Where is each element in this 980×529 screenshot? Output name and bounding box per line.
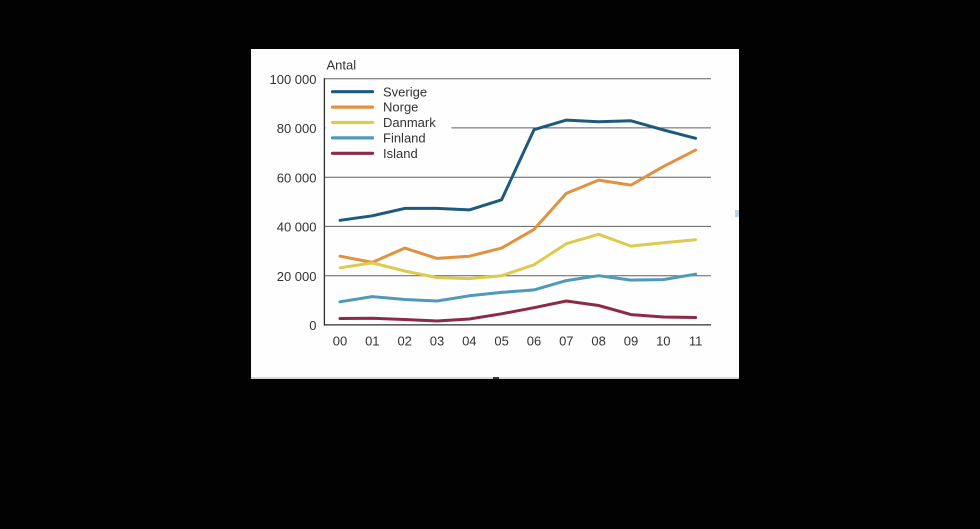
svg-text:02: 02 <box>397 334 411 349</box>
svg-text:100 000: 100 000 <box>270 72 317 87</box>
svg-text:Sverige: Sverige <box>383 84 427 99</box>
svg-text:06: 06 <box>527 334 541 349</box>
svg-text:0: 0 <box>309 318 316 333</box>
svg-text:09: 09 <box>624 334 638 349</box>
svg-text:80 000: 80 000 <box>277 121 317 136</box>
svg-text:10: 10 <box>656 334 670 349</box>
svg-text:03: 03 <box>430 334 444 349</box>
svg-text:Antal: Antal <box>327 58 357 73</box>
svg-text:40 000: 40 000 <box>277 220 317 235</box>
svg-text:60 000: 60 000 <box>277 170 317 185</box>
svg-text:07: 07 <box>559 334 573 349</box>
svg-text:Finland: Finland <box>383 131 426 146</box>
svg-text:Island: Island <box>383 146 418 161</box>
svg-text:05: 05 <box>494 334 508 349</box>
svg-text:08: 08 <box>591 334 605 349</box>
svg-text:Danmark: Danmark <box>383 115 436 130</box>
svg-text:Norge: Norge <box>383 100 418 115</box>
svg-text:04: 04 <box>462 334 476 349</box>
svg-text:00: 00 <box>333 334 347 349</box>
svg-text:01: 01 <box>365 334 379 349</box>
svg-text:11: 11 <box>689 334 703 349</box>
svg-text:20 000: 20 000 <box>277 269 317 284</box>
